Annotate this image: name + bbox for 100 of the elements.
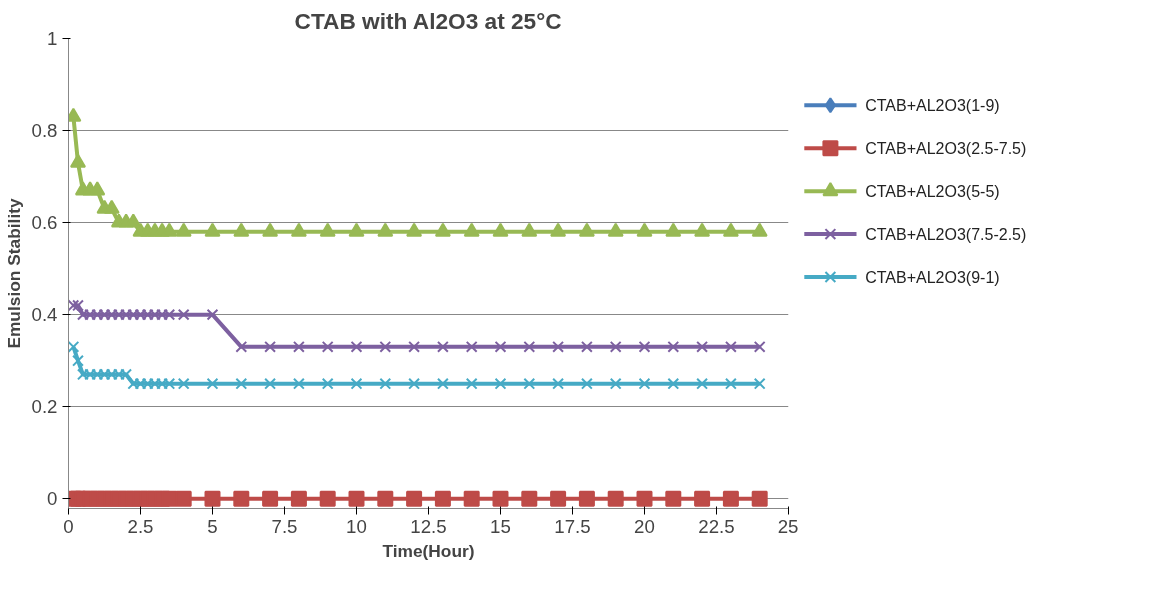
point [436, 340, 449, 353]
point [724, 340, 737, 353]
point [636, 490, 653, 507]
point [552, 377, 565, 390]
point [235, 340, 248, 353]
point [465, 340, 478, 353]
point [377, 222, 394, 237]
point [607, 490, 624, 507]
point [379, 377, 392, 390]
point [667, 377, 680, 390]
point [72, 354, 84, 367]
x-tick-label: 2.5 [127, 515, 154, 537]
point [578, 490, 595, 507]
x-tick-label: 22.5 [698, 515, 735, 537]
x-tick-label: 12.5 [410, 515, 447, 537]
point [494, 377, 507, 390]
point [103, 199, 120, 214]
y-axis-title: Emulsion Stability [3, 198, 24, 349]
point [636, 222, 653, 237]
chart-title: CTAB with Al2O3 at 25°C [294, 7, 562, 34]
point [377, 490, 394, 507]
point [68, 299, 80, 312]
point [638, 340, 651, 353]
point [434, 222, 451, 237]
point [436, 377, 449, 390]
point [607, 222, 624, 237]
point [290, 490, 307, 507]
x-tick-label: 10 [346, 515, 367, 537]
point [175, 222, 192, 237]
point [665, 222, 682, 237]
point [722, 222, 739, 237]
legend-label: CTAB+AL2O3(2.5-7.5) [865, 139, 1027, 157]
point [494, 340, 507, 353]
point [262, 222, 279, 237]
point [125, 213, 142, 228]
point [161, 490, 178, 507]
point [264, 340, 277, 353]
x-tick-label: 5 [207, 515, 218, 537]
x-tick-label: 0 [63, 515, 74, 537]
point [521, 222, 538, 237]
point [161, 222, 178, 237]
point [72, 299, 84, 312]
point [751, 490, 768, 507]
point [321, 377, 334, 390]
y-tick-label: 0 [47, 488, 58, 510]
point [609, 377, 622, 390]
point [751, 222, 768, 237]
y-tick-label: 0.6 [31, 212, 58, 234]
point [523, 340, 536, 353]
point [722, 490, 739, 507]
point [406, 222, 423, 237]
point [696, 377, 709, 390]
point [68, 340, 80, 353]
y-tick-label: 1 [47, 28, 58, 49]
point [204, 222, 221, 237]
point [348, 222, 365, 237]
point [292, 340, 305, 353]
point [262, 490, 279, 507]
y-tick-label: 0.8 [31, 120, 58, 142]
point [408, 377, 421, 390]
point [206, 377, 219, 390]
point [550, 222, 567, 237]
point [523, 377, 536, 390]
point [175, 490, 192, 507]
point [292, 377, 305, 390]
point [233, 490, 250, 507]
point [70, 153, 86, 168]
point [694, 490, 711, 507]
point [580, 377, 593, 390]
point [580, 340, 593, 353]
point [667, 340, 680, 353]
legend-label: CTAB+AL2O3(7.5-2.5) [865, 225, 1027, 243]
point [233, 222, 250, 237]
y-tick-label: 0.4 [31, 304, 58, 326]
point [521, 490, 538, 507]
point [694, 222, 711, 237]
x-tick-label: 17.5 [554, 515, 591, 537]
point [177, 377, 190, 390]
legend-label: CTAB+AL2O3(1-9) [865, 96, 1000, 114]
x-tick-label: 7.5 [271, 515, 298, 537]
point [463, 490, 480, 507]
point [753, 340, 766, 353]
point [665, 490, 682, 507]
x-axis-title: Time(Hour) [382, 540, 475, 561]
point [204, 490, 221, 507]
point [696, 340, 709, 353]
x-tick-label: 20 [634, 515, 655, 537]
x-tick-label: 15 [490, 515, 511, 537]
point [379, 340, 392, 353]
point [408, 340, 421, 353]
point [552, 340, 565, 353]
point [492, 490, 509, 507]
point [753, 377, 766, 390]
point [465, 377, 478, 390]
x-tick-label: 25 [777, 515, 799, 537]
point [406, 490, 423, 507]
point [89, 181, 106, 196]
point [434, 490, 451, 507]
legend-label: CTAB+AL2O3(9-1) [865, 268, 1000, 286]
point [235, 377, 248, 390]
